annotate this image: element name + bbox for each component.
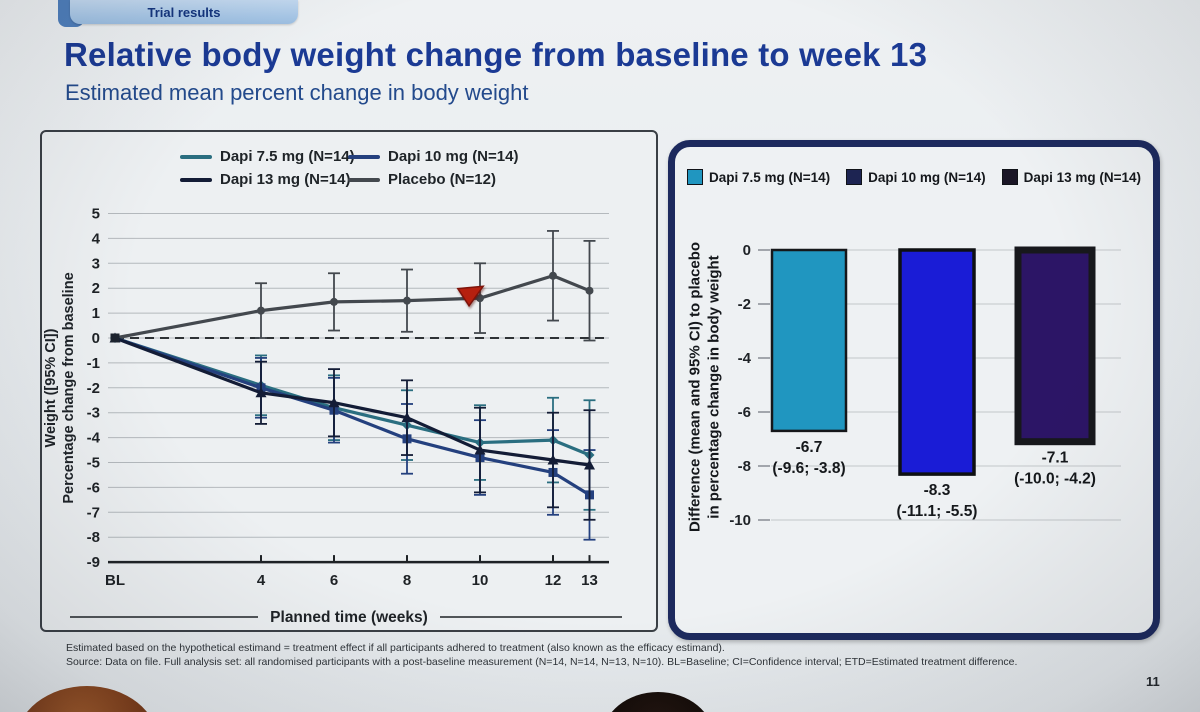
svg-text:6: 6 (330, 572, 338, 589)
legend-line-swatch (348, 177, 380, 182)
bar-legend-item-3: Dapi 13 mg (N=14) (1001, 169, 1141, 185)
svg-text:3: 3 (92, 255, 100, 272)
x-axis-label: Planned time (weeks) (270, 609, 428, 626)
page-number: 11 (1146, 674, 1160, 689)
svg-text:4: 4 (257, 572, 266, 589)
svg-text:12: 12 (545, 572, 562, 589)
bar-value-label: -6.7 (796, 439, 823, 456)
legend-item-label: Dapi 7.5 mg (N=14) (220, 148, 355, 165)
legend-line-swatch (180, 154, 212, 159)
svg-text:0: 0 (92, 330, 100, 347)
svg-text:-3: -3 (87, 405, 100, 422)
bar-legend-item-1: Dapi 7.5 mg (N=14) (686, 169, 831, 185)
grid-lines (108, 213, 609, 538)
svg-text:5: 5 (92, 206, 100, 223)
slide-title: Relative body weight change from baselin… (64, 36, 928, 73)
bar-value-label: -7.1 (1042, 450, 1069, 467)
svg-text:1: 1 (92, 305, 100, 322)
etd-bar-plot: 0 -2 -4 -6 -8 -10 -6.7 (-9.6; -3.8) -8.3 (-11.1; … (729, 242, 1121, 529)
footnote-line-1: Estimated based on the hypothetical esti… (66, 642, 725, 654)
svg-text:10: 10 (472, 572, 489, 589)
svg-text:2: 2 (92, 280, 100, 297)
audience-head-right (602, 692, 714, 712)
legend-item-3: Dapi 13 mg (N=14) (180, 171, 351, 188)
bar-3 (1014, 246, 1096, 446)
bar-chart-legend: Dapi 7.5 mg (N=14) Dapi 10 mg (N=14) Dapi … (675, 169, 1153, 185)
slide-subtitle: Estimated mean percent change in body we… (65, 80, 529, 105)
svg-text:-7: -7 (87, 504, 100, 521)
legend-line-swatch (348, 154, 380, 159)
svg-text:-8: -8 (738, 458, 751, 475)
baseline-marker (110, 333, 120, 343)
bar-legend-swatch (686, 169, 703, 185)
y-tick-labels: 5 4 3 2 1 0 -1 -2 -3 -4 -5 -6 -7 -8 -9 (87, 206, 101, 572)
footnote-line-2: Source: Data on file. Full analysis set:… (66, 656, 1018, 668)
svg-text:-9: -9 (87, 554, 100, 571)
bar-2 (898, 248, 976, 476)
bar-group-1: -6.7 (-9.6; -3.8) (770, 248, 848, 477)
bar-legend-label: Dapi 10 mg (N=14) (868, 169, 986, 185)
legend-item-label: Dapi 13 mg (N=14) (220, 171, 351, 188)
svg-text:-8: -8 (87, 529, 100, 546)
bar-legend-label: Dapi 13 mg (N=14) (1023, 169, 1141, 185)
trial-results-tag: Trial results (70, 0, 298, 24)
series-dapi-13-mg-n-14- (109, 332, 596, 521)
svg-text:4: 4 (92, 230, 101, 247)
x-axis-label-group: Planned time (weeks) (70, 609, 622, 626)
bar-legend-label: Dapi 7.5 mg (N=14) (708, 169, 831, 185)
legend-item-2: Dapi 10 mg (N=14) (348, 148, 518, 165)
svg-text:13: 13 (581, 572, 598, 589)
audience-head-left (16, 686, 158, 712)
series-placebo-n-12- (111, 230, 596, 342)
legend-item-4: Placebo (N=12) (348, 171, 518, 188)
svg-text:-4: -4 (738, 350, 752, 367)
svg-text:0: 0 (743, 242, 751, 259)
svg-text:-4: -4 (87, 430, 101, 447)
svg-text:-2: -2 (738, 296, 751, 313)
bar-legend-swatch (1001, 169, 1018, 185)
bar-ci-label: (-10.0; -4.2) (1014, 471, 1096, 488)
line-chart-legend: Dapi 7.5 mg (N=14) Dapi 10 mg (N=14) Dapi … (180, 148, 518, 188)
svg-text:-5: -5 (87, 455, 100, 472)
bar-ci-label: (-11.1; -5.5) (897, 503, 978, 520)
legend-item-1: Dapi 7.5 mg (N=14) (180, 148, 355, 165)
bar-ci-label: (-9.6; -3.8) (772, 460, 845, 477)
weight-line-chart-panel: Dapi 7.5 mg (N=14) Dapi 10 mg (N=14) Dapi … (40, 130, 658, 632)
svg-text:-2: -2 (87, 380, 100, 397)
legend-line-swatch (180, 177, 212, 182)
bar-group-2: -8.3 (-11.1; -5.5) (897, 248, 978, 520)
svg-text:-1: -1 (87, 355, 100, 372)
legend-item-label: Placebo (N=12) (388, 171, 496, 188)
etd-bar-chart-panel: Dapi 7.5 mg (N=14) Dapi 10 mg (N=14) Dapi … (668, 140, 1160, 640)
bar-legend-item-2: Dapi 10 mg (N=14) (846, 169, 986, 185)
legend-item-label: Dapi 10 mg (N=14) (388, 148, 519, 165)
bar-value-label: -8.3 (924, 482, 951, 499)
x-tick-labels: BL 4 6 8 10 12 13 (105, 555, 598, 589)
svg-text:-6: -6 (87, 479, 100, 496)
laser-pointer-arrow (455, 283, 487, 316)
svg-text:8: 8 (403, 572, 411, 589)
bar-1 (770, 248, 848, 433)
bar-legend-swatch (846, 169, 863, 185)
trial-results-tag-label: Trial results (147, 4, 221, 20)
svg-text:-10: -10 (729, 512, 751, 529)
svg-text:BL: BL (105, 572, 125, 589)
bar-group-3: -7.1 (-10.0; -4.2) (1014, 246, 1096, 488)
svg-text:-6: -6 (738, 404, 751, 421)
